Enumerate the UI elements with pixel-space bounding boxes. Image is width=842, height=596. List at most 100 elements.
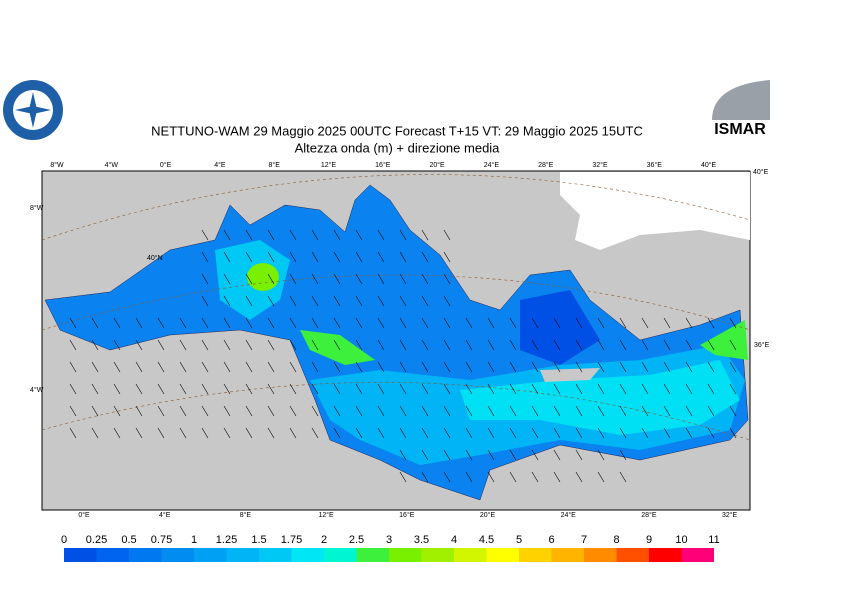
direction-arrow [597, 449, 605, 461]
direction-arrow [707, 383, 715, 395]
direction-arrow [663, 361, 671, 373]
direction-arrow [267, 229, 275, 241]
direction-arrow [333, 361, 341, 373]
colorbar-label: 11 [708, 534, 719, 546]
direction-arrow [443, 229, 451, 241]
direction-arrow [245, 339, 253, 351]
direction-arrow [333, 251, 341, 263]
direction-arrow [619, 361, 627, 373]
direction-arrow [421, 317, 429, 329]
direction-arrow [201, 295, 209, 307]
colorbar-box [616, 548, 649, 562]
top-lon-label: 4°E [214, 161, 226, 169]
colorbar-box [356, 548, 389, 562]
direction-arrow [553, 339, 561, 351]
direction-arrow [223, 229, 231, 241]
inner-label: 40°E [753, 168, 769, 176]
direction-arrow [399, 251, 407, 263]
direction-arrow [575, 471, 583, 483]
direction-arrow [553, 383, 561, 395]
direction-arrow [685, 405, 693, 417]
direction-arrow [355, 405, 363, 417]
direction-arrow [311, 273, 319, 285]
direction-arrow [443, 383, 451, 395]
direction-arrow [685, 317, 693, 329]
direction-arrow [333, 273, 341, 285]
direction-arrow [157, 405, 165, 417]
direction-arrow [311, 251, 319, 263]
colorbar-box [129, 548, 162, 562]
colorbar-box [291, 548, 324, 562]
direction-arrow [267, 273, 275, 285]
direction-arrow [641, 317, 649, 329]
direction-arrow [245, 383, 253, 395]
direction-arrow [421, 361, 429, 373]
direction-arrow [311, 427, 319, 439]
direction-arrow [91, 361, 99, 373]
direction-arrow [597, 427, 605, 439]
direction-arrow [707, 405, 715, 417]
direction-arrow [113, 427, 121, 439]
direction-arrow [465, 449, 473, 461]
direction-arrow [707, 317, 715, 329]
direction-arrow [729, 405, 737, 417]
colorbar-box [226, 548, 259, 562]
top-lon-label: 16°E [375, 161, 391, 169]
colorbar-box [259, 548, 292, 562]
colorbar-box [389, 548, 422, 562]
direction-arrow [69, 317, 77, 329]
bottom-lon-label: 4°E [159, 511, 171, 519]
colorbar-label: 3 [386, 534, 392, 546]
direction-arrow [333, 339, 341, 351]
direction-arrow [487, 449, 495, 461]
left-logo [3, 80, 63, 140]
direction-arrow [289, 273, 297, 285]
direction-arrow [223, 295, 231, 307]
direction-arrow [553, 471, 561, 483]
direction-arrow [509, 405, 517, 417]
direction-arrow [179, 427, 187, 439]
direction-arrow [685, 339, 693, 351]
direction-arrow [553, 405, 561, 417]
direction-arrow [311, 295, 319, 307]
direction-arrow [201, 229, 209, 241]
direction-arrow [531, 361, 539, 373]
direction-arrow [245, 361, 253, 373]
direction-arrow [135, 361, 143, 373]
direction-arrow [663, 405, 671, 417]
colorbar-box [681, 548, 714, 562]
top-lon-label: 28°E [538, 161, 554, 169]
inner-label: 40°N [147, 254, 163, 262]
colorbar-label: 4 [451, 534, 457, 546]
colorbar-box [454, 548, 487, 562]
direction-arrow [531, 383, 539, 395]
direction-arrow [245, 317, 253, 329]
bottom-lon-label: 24°E [561, 511, 577, 519]
direction-arrow [355, 317, 363, 329]
direction-arrow [113, 405, 121, 417]
direction-arrow [333, 229, 341, 241]
direction-arrow [641, 427, 649, 439]
direction-arrow [267, 361, 275, 373]
direction-arrow [223, 405, 231, 417]
direction-arrow [509, 317, 517, 329]
direction-arrow [355, 251, 363, 263]
colorbar-label: 2 [321, 534, 327, 546]
direction-arrow [223, 383, 231, 395]
logo-text: ISMAR [714, 121, 766, 138]
colorbar-box [421, 548, 454, 562]
direction-arrow [201, 251, 209, 263]
direction-arrow [399, 471, 407, 483]
direction-arrow [355, 339, 363, 351]
direction-arrow [399, 229, 407, 241]
direction-arrow [443, 449, 451, 461]
left-label: 8°W [30, 204, 44, 212]
direction-arrow [179, 317, 187, 329]
colorbar-label: 0 [61, 534, 67, 546]
direction-arrow [487, 471, 495, 483]
direction-arrow [135, 405, 143, 417]
direction-arrow [399, 273, 407, 285]
direction-arrow [289, 361, 297, 373]
direction-arrow [597, 361, 605, 373]
direction-arrow [69, 383, 77, 395]
